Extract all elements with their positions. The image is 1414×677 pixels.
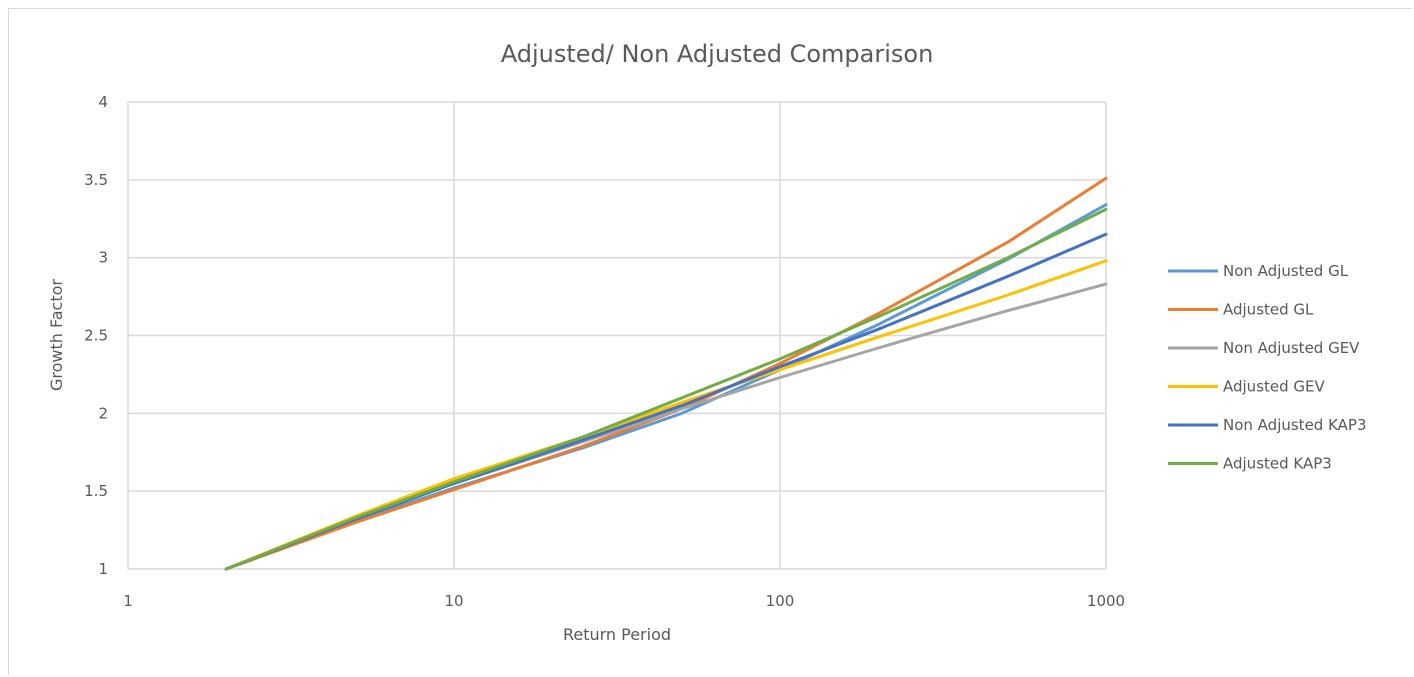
x-tick-label: 1000 bbox=[1087, 592, 1125, 610]
legend-label: Non Adjusted KAP3 bbox=[1223, 416, 1367, 434]
series-line bbox=[224, 282, 1108, 571]
y-tick-label: 1.5 bbox=[84, 482, 108, 500]
series-line bbox=[224, 232, 1108, 571]
y-axis-title: Growth Factor bbox=[47, 279, 66, 391]
y-tick-label: 2.5 bbox=[84, 327, 108, 345]
legend-label: Adjusted KAP3 bbox=[1223, 455, 1332, 473]
y-tick-label: 1 bbox=[98, 560, 108, 578]
legend-label: Adjusted GEV bbox=[1223, 378, 1326, 396]
legend: Non Adjusted GL Adjusted GL Non Adjusted G… bbox=[1168, 262, 1367, 473]
y-tick-label: 4 bbox=[98, 93, 108, 111]
chart-title: Adjusted/ Non Adjusted Comparison bbox=[501, 40, 934, 68]
series-line bbox=[224, 259, 1108, 571]
legend-label: Non Adjusted GEV bbox=[1223, 339, 1360, 357]
legend-label: Adjusted GL bbox=[1223, 301, 1314, 319]
y-tick-label: 2 bbox=[98, 404, 108, 422]
y-tick-label: 3 bbox=[98, 249, 108, 267]
series-line bbox=[224, 176, 1108, 571]
legend-label: Non Adjusted GL bbox=[1223, 262, 1349, 280]
series-line bbox=[224, 207, 1108, 571]
series-lines bbox=[224, 176, 1108, 571]
y-tick-label: 3.5 bbox=[84, 171, 108, 189]
x-tick-label: 100 bbox=[766, 592, 795, 610]
grid bbox=[127, 101, 1107, 570]
chart-frame bbox=[8, 8, 1412, 675]
y-tick-labels: 1 1.5 2 2.5 3 3.5 4 bbox=[84, 93, 108, 578]
x-tick-label: 10 bbox=[444, 592, 463, 610]
x-tick-label: 1 bbox=[123, 592, 133, 610]
x-axis-title: Return Period bbox=[563, 625, 671, 644]
x-tick-labels: 1 10 100 1000 bbox=[123, 592, 1125, 610]
